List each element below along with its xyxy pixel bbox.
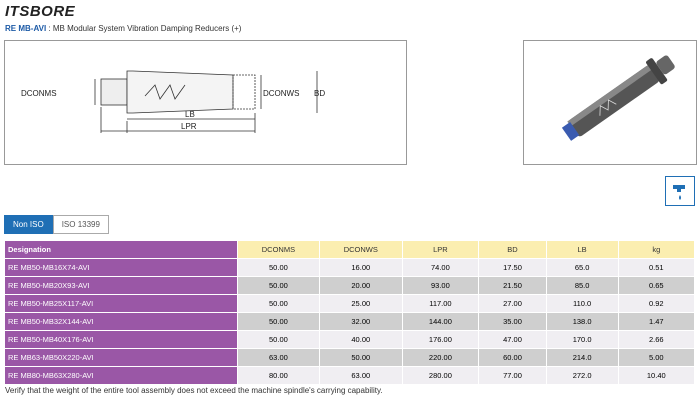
label-lpr: LPR [181,122,197,131]
technical-drawing: DCONMS DCONWS BD LB LPR [4,40,407,165]
column-header: BD [478,240,547,259]
table-row: RE MB50-MB32X144-AVI 50.00 32.00 144.00 35.0… [4,312,696,331]
table-cell: 10.40 [617,366,696,385]
table-row: RE MB50-MB40X176-AVI 50.00 40.00 176.00 47.0… [4,330,696,349]
table-cell: 16.00 [319,258,403,277]
table-cell: 1.47 [617,312,696,331]
footnote: Verify that the weight of the entire too… [5,386,383,395]
column-header: DCONWS [319,240,403,259]
table-cell: 170.0 [545,330,619,349]
column-header: DCONMS [236,240,321,259]
table-cell: 50.00 [236,294,321,313]
table-cell: 144.00 [401,312,480,331]
table-cell: 0.65 [617,276,696,295]
subtitle-text: : MB Modular System Vibration Damping Re… [46,24,230,33]
table-cell: 25.00 [319,294,403,313]
table-cell: RE MB80-MB63X280-AVI [4,366,238,385]
table-cell: RE MB50-MB25X117-AVI [4,294,238,313]
table-cell: 0.92 [617,294,696,313]
table-cell: RE MB50-MB20X93-AVI [4,276,238,295]
table-cell: 74.00 [401,258,480,277]
label-bd: BD [314,89,325,98]
table-cell: 63.00 [236,348,321,367]
table-cell: 65.0 [545,258,619,277]
table-cell: 35.00 [478,312,547,331]
table-cell: 214.0 [545,348,619,367]
table-cell: 63.00 [319,366,403,385]
table-cell: 17.50 [478,258,547,277]
table-cell: 50.00 [236,276,321,295]
table-cell: 80.00 [236,366,321,385]
table-cell: 220.00 [401,348,480,367]
table-cell: 50.00 [236,330,321,349]
table-cell: RE MB63-MB50X220-AVI [4,348,238,367]
logo: ITSBORE [5,3,76,20]
table-row: RE MB80-MB63X280-AVI 80.00 63.00 280.00 77.0… [4,366,696,385]
label-dconws: DCONWS [263,89,299,98]
column-header: LB [545,240,619,259]
table-cell: 77.00 [478,366,547,385]
table-cell: 27.00 [478,294,547,313]
table-cell: 0.51 [617,258,696,277]
table-cell: RE MB50-MB16X74-AVI [4,258,238,277]
table-cell: 60.00 [478,348,547,367]
table-cell: 21.50 [478,276,547,295]
table-row: RE MB50-MB20X93-AVI 50.00 20.00 93.00 21.50 8… [4,276,696,295]
table-cell: 50.00 [319,348,403,367]
subtitle: RE MB-AVI : MB Modular System Vibration … [5,24,241,33]
plus: (+) [231,24,242,33]
table-cell: 85.0 [545,276,619,295]
table-cell: 20.00 [319,276,403,295]
table-cell: 40.00 [319,330,403,349]
table-row: RE MB50-MB25X117-AVI 50.00 25.00 117.00 27.0… [4,294,696,313]
table-cell: 47.00 [478,330,547,349]
table-cell: 280.00 [401,366,480,385]
coolant-icon[interactable] [665,176,695,206]
tabs: Non ISO ISO 13399 [4,215,109,234]
label-lb: LB [185,110,195,119]
table-cell: RE MB50-MB32X144-AVI [4,312,238,331]
table-cell: 176.00 [401,330,480,349]
table-cell: 5.00 [617,348,696,367]
column-header: Designation [4,240,238,259]
table-cell: 272.0 [545,366,619,385]
table-cell: 50.00 [236,312,321,331]
table-cell: 138.0 [545,312,619,331]
product-image [523,40,697,165]
table-cell: 50.00 [236,258,321,277]
label-dconms: DCONMS [21,89,57,98]
table-cell: 2.66 [617,330,696,349]
table: Designation DCONMS DCONWS LPR BD LB kg RE MB50-… [4,240,696,385]
table-cell: 32.00 [319,312,403,331]
column-header: LPR [401,240,480,259]
table-cell: 110.0 [545,294,619,313]
code: RE MB-AVI [5,24,47,33]
table-row: RE MB50-MB16X74-AVI 50.00 16.00 74.00 17.50 6… [4,258,696,277]
tab[interactable]: ISO 13399 [52,215,109,234]
tab[interactable]: Non ISO [4,215,53,234]
column-header: kg [617,240,696,259]
table-row: RE MB63-MB50X220-AVI 63.00 50.00 220.00 60.0… [4,348,696,367]
table-cell: 117.00 [401,294,480,313]
table-cell: RE MB50-MB40X176-AVI [4,330,238,349]
table-cell: 93.00 [401,276,480,295]
